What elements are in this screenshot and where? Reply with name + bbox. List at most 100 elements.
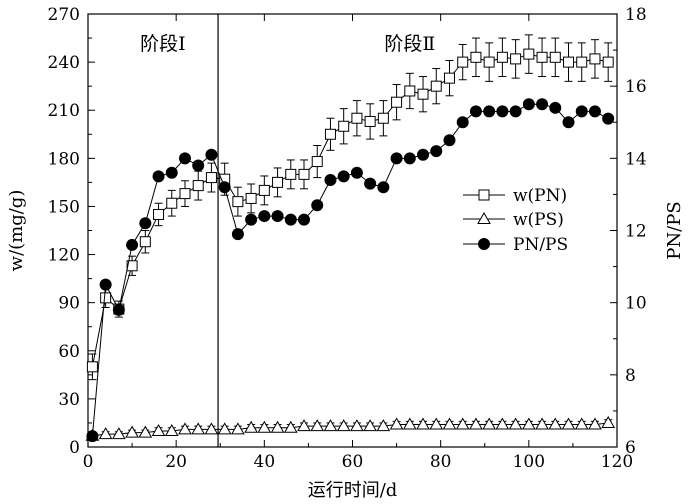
y-axis-title-right: PN/PS — [664, 201, 685, 259]
data-point — [179, 188, 191, 200]
data-point — [192, 159, 205, 172]
data-point — [324, 128, 336, 140]
y-right-tick-label: 14 — [625, 149, 647, 169]
data-point — [377, 112, 389, 124]
data-point — [323, 419, 338, 432]
data-point — [86, 361, 98, 373]
legend-marker — [478, 238, 490, 250]
data-point — [430, 145, 443, 158]
stage-label-2: 阶段Ⅱ — [384, 33, 435, 55]
data-point — [338, 120, 350, 132]
data-point — [165, 166, 178, 179]
data-point — [152, 170, 165, 183]
data-point — [589, 53, 601, 65]
data-point — [363, 419, 377, 432]
data-point — [126, 260, 138, 272]
stage-label-1: 阶段Ⅰ — [140, 33, 186, 55]
data-point — [483, 56, 495, 68]
data-point — [204, 422, 219, 435]
data-point — [258, 210, 271, 223]
data-point — [231, 422, 245, 435]
legend: w(PN) w(PS) PN/PS — [463, 186, 568, 255]
y-left-tick-label: 240 — [48, 53, 80, 73]
data-point — [164, 423, 179, 436]
data-point — [588, 417, 602, 430]
x-tick-label: 40 — [254, 452, 276, 472]
data-point — [272, 176, 284, 188]
data-point — [522, 98, 535, 111]
data-point — [245, 213, 258, 226]
data-point — [139, 217, 152, 230]
data-point — [602, 112, 615, 125]
data-point — [350, 419, 364, 432]
legend-marker — [478, 189, 490, 201]
data-point — [283, 420, 298, 433]
y-left-tick-label: 270 — [48, 5, 80, 25]
data-point — [429, 417, 444, 430]
data-point — [285, 168, 297, 180]
series-2 — [86, 98, 615, 443]
data-point — [298, 213, 311, 226]
data-point — [456, 116, 469, 129]
y-left-tick-label: 0 — [69, 438, 80, 458]
y-right-tick-label: 12 — [625, 222, 647, 242]
data-point — [430, 80, 442, 92]
data-point — [457, 56, 469, 68]
data-point — [562, 116, 575, 129]
data-point — [389, 417, 404, 430]
data-point — [536, 98, 549, 111]
data-point — [99, 278, 112, 291]
data-point — [205, 172, 217, 184]
y-left-tick-label: 150 — [48, 197, 80, 217]
data-point — [138, 425, 153, 438]
y-left-tick-label: 210 — [48, 101, 80, 121]
data-point — [548, 417, 563, 430]
data-point — [588, 105, 601, 118]
data-point — [126, 238, 139, 251]
data-point — [310, 419, 325, 432]
data-point — [416, 417, 430, 430]
x-axis-title: 运行时间/d — [308, 480, 398, 501]
data-point — [324, 173, 337, 186]
data-point — [298, 168, 310, 180]
data-point — [377, 181, 390, 194]
data-point — [443, 134, 456, 147]
data-point — [376, 419, 391, 432]
data-point — [270, 420, 285, 433]
data-point — [574, 417, 589, 430]
data-point — [364, 177, 377, 190]
axis-labels: 运行时间/d w/(mg/g) PN/PS 阶段Ⅰ 阶段Ⅱ — [6, 33, 685, 501]
data-point — [351, 112, 363, 124]
data-point — [218, 181, 231, 194]
data-point — [178, 422, 192, 435]
legend-label-ratio: PN/PS — [513, 235, 568, 255]
data-point — [403, 152, 416, 165]
data-point — [217, 422, 232, 435]
data-point — [125, 425, 139, 438]
data-point — [402, 417, 417, 430]
data-point — [508, 417, 523, 430]
data-point — [549, 101, 562, 114]
data-point — [482, 417, 497, 430]
data-point — [496, 105, 509, 118]
y-axis-title-left: w/(mg/g) — [6, 190, 27, 272]
data-point — [257, 420, 272, 433]
data-point — [205, 148, 218, 161]
data-point — [442, 417, 457, 430]
data-point — [469, 105, 482, 118]
series-0 — [86, 34, 614, 381]
data-point — [576, 56, 588, 68]
data-point — [258, 184, 270, 196]
data-point — [232, 196, 244, 208]
y-right-tick-label: 16 — [625, 77, 647, 97]
data-point — [561, 417, 576, 430]
data-point — [510, 53, 522, 65]
data-point — [417, 148, 430, 161]
data-point — [311, 199, 324, 212]
data-point — [111, 427, 126, 440]
data-point — [509, 105, 522, 118]
legend-label-ps: w(PS) — [513, 210, 564, 230]
data-point — [521, 417, 536, 430]
y-right-tick-label: 8 — [625, 366, 636, 386]
